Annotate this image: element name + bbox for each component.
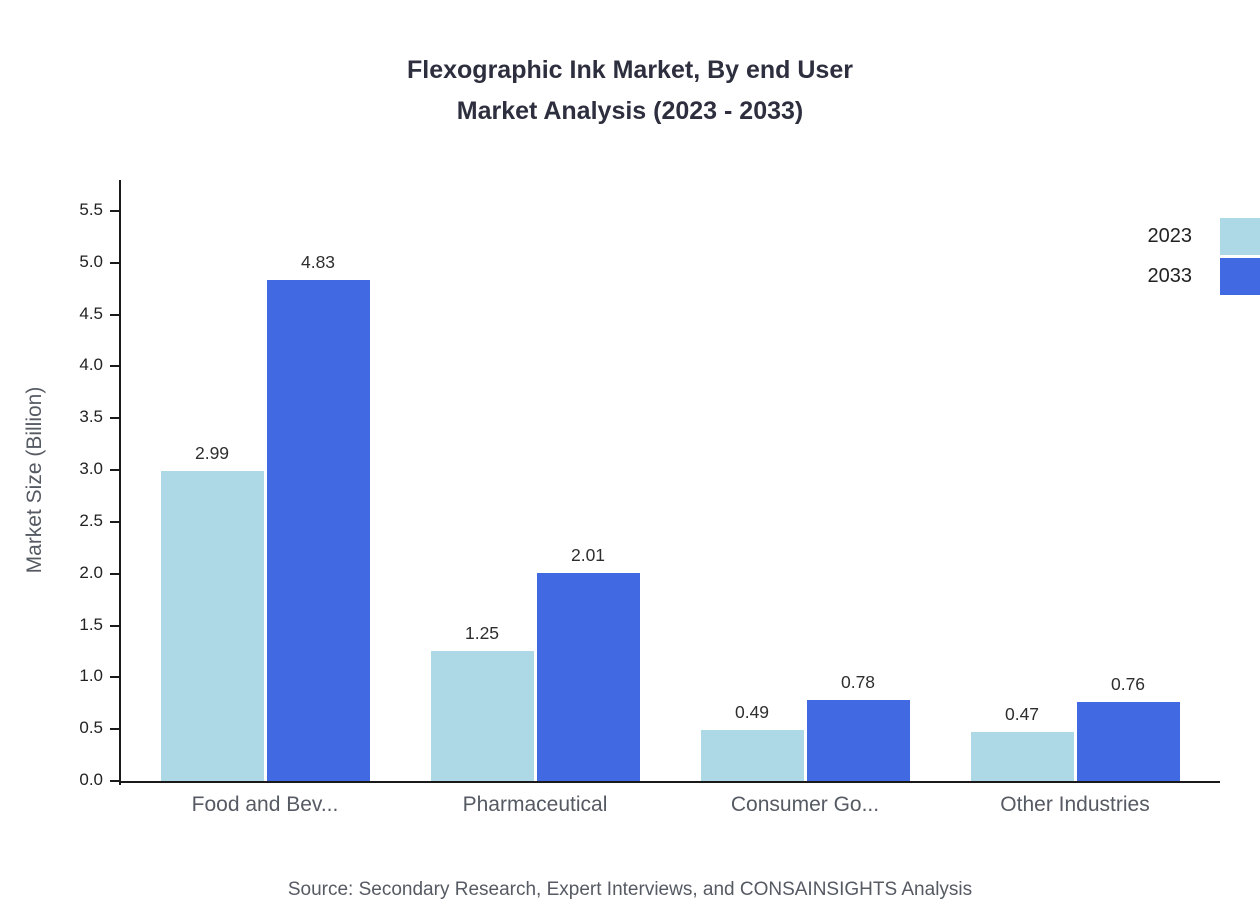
legend-swatch [1220,257,1260,295]
bar-2023-2 [430,651,534,781]
legend: 2023 2033 [1148,216,1260,296]
y-tick-label: 4.0 [79,355,103,375]
y-tick-mark [110,365,119,368]
y-tick-label: 2.5 [79,510,103,530]
y-tick-mark [110,728,119,731]
bar-2033-1 [266,280,370,781]
chart-title-line1: Flexographic Ink Market, By end User [407,56,853,84]
y-tick-label: 1.0 [79,666,103,686]
bar-value-label: 0.76 [1110,674,1146,695]
y-tick-label: 5.0 [79,251,103,271]
y-tick-mark [110,469,119,472]
y-tick-label: 0.5 [79,718,103,738]
y-tick-mark [110,417,119,420]
source-note: Source: Secondary Research, Expert Inter… [287,879,973,900]
y-tick-label: 3.5 [79,407,103,427]
y-tick-mark [110,520,119,523]
bar-value-label: 4.83 [300,252,336,273]
legend-swatch [1220,217,1260,255]
y-axis-line [119,180,121,785]
y-tick-mark [110,572,119,575]
bar-2023-1 [160,471,264,781]
x-category-label: Food and Bev... [191,793,339,816]
y-tick-mark [110,676,119,679]
chart-title-line2: Market Analysis (2023 - 2033) [456,97,804,125]
legend-label: 2023 [1147,224,1193,247]
bar-2033-2 [536,572,640,781]
bar-value-label: 2.99 [194,443,230,464]
bar-value-label: 0.78 [840,672,876,693]
legend-item-2023: 2023 [1148,216,1260,256]
legend-label: 2033 [1147,264,1193,287]
y-tick-label: 3.0 [79,459,103,479]
bar-value-label: 2.01 [570,544,606,565]
bar-2033-3 [806,700,910,781]
y-tick-label: 2.0 [79,562,103,582]
x-axis-line [119,781,1220,783]
y-tick-label: 5.5 [79,200,103,219]
bar-2023-3 [700,730,804,781]
bar-value-label: 0.49 [734,702,770,723]
x-category-label: Other Industries [1000,793,1150,816]
legend-item-2033: 2033 [1148,256,1260,296]
bar-value-label: 0.47 [1004,704,1040,725]
y-tick-mark [110,210,119,212]
y-tick-label: 4.5 [79,303,103,323]
x-category-label: Consumer Go... [730,793,880,816]
x-category-label: Pharmaceutical [462,793,608,816]
y-tick-mark [110,624,119,627]
bar-2033-4 [1076,702,1180,781]
y-tick-label: 0.0 [79,770,103,789]
bar-2023-4 [970,732,1074,781]
y-tick-mark [110,780,119,782]
y-tick-mark [110,261,119,264]
y-tick-label: 1.5 [79,614,103,634]
y-tick-mark [110,313,119,316]
chart-title: Flexographic Ink Market, By end User Mar… [0,50,1260,132]
bar-value-label: 1.25 [464,623,500,644]
